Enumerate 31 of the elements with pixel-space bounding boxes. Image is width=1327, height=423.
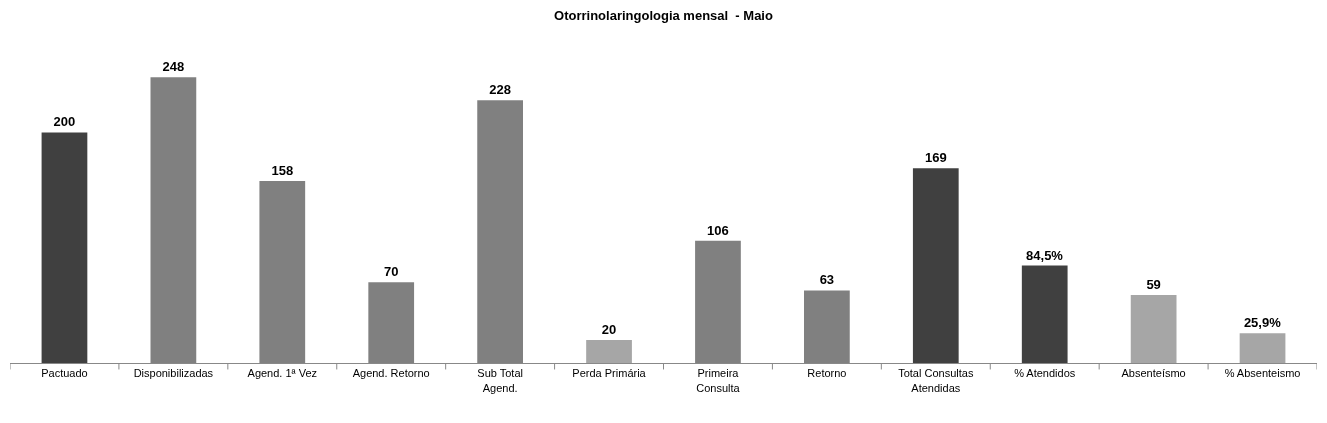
data-label: 158 [271, 162, 294, 178]
x-tick-label: Perda Primária [572, 367, 647, 380]
data-label: 228 [489, 82, 511, 98]
bar [912, 168, 959, 363]
chart-title: Otorrinolaringologia mensal - Maio [554, 7, 773, 23]
x-tick-label: Retorno [807, 367, 847, 380]
bar [41, 132, 88, 363]
x-tick-label: Agend. 1ª Vez [247, 367, 318, 380]
x-tick-label: % Absenteismo [1224, 367, 1301, 380]
bar [1239, 333, 1286, 363]
x-tick-label: Primeira Consulta [696, 367, 741, 394]
data-label: 63 [819, 272, 835, 288]
data-label: 70 [383, 264, 399, 280]
data-label: 20 [601, 321, 617, 337]
bar [1130, 295, 1177, 363]
x-tick-label: Sub Total Agend. [477, 367, 523, 394]
data-label: 248 [162, 59, 185, 75]
data-label: 25,9% [1243, 315, 1282, 331]
x-tick-label: Absenteísmo [1121, 367, 1186, 380]
x-tick-label: Total Consultas Atendidas [898, 367, 974, 394]
x-tick-label: Disponibilizadas [133, 367, 214, 380]
bar [1021, 265, 1068, 363]
x-tick-label: Pactuado [41, 367, 88, 380]
data-label: 106 [707, 222, 729, 238]
data-label: 59 [1146, 277, 1161, 292]
bar [586, 339, 632, 363]
x-tick-label: Agend. Retorno [352, 367, 430, 380]
data-label: 84,5% [1026, 247, 1064, 263]
x-tick-label: % Atendidos [1014, 367, 1076, 380]
data-label: 200 [53, 114, 76, 130]
data-label: 169 [924, 150, 947, 166]
